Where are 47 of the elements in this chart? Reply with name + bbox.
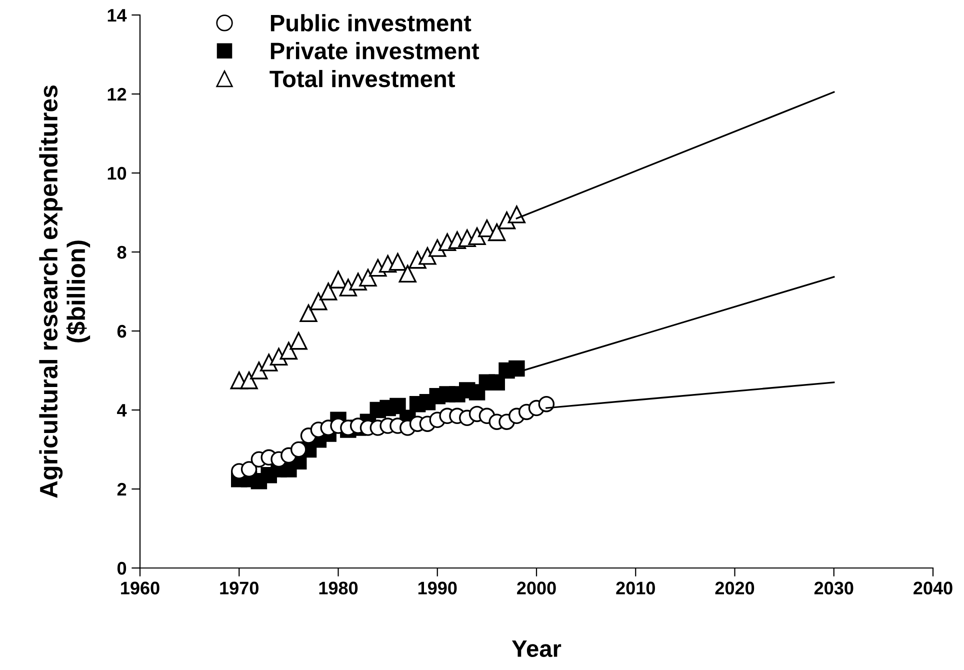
x-tick-label: 1970 bbox=[220, 582, 258, 594]
point bbox=[428, 239, 446, 257]
point bbox=[508, 206, 526, 224]
y-tick-label: 14 bbox=[108, 9, 127, 22]
point bbox=[418, 247, 436, 265]
point bbox=[390, 398, 406, 414]
legend-label: Public investment bbox=[270, 14, 472, 32]
x-tick-label: 2030 bbox=[814, 582, 854, 594]
y-tick-label: 12 bbox=[108, 88, 126, 101]
y-tick-label: 2 bbox=[117, 482, 126, 496]
point bbox=[320, 282, 338, 300]
point bbox=[329, 270, 348, 288]
point bbox=[538, 396, 555, 412]
point bbox=[260, 354, 278, 372]
x-tick-label: 2000 bbox=[517, 582, 556, 594]
point bbox=[508, 360, 525, 377]
legend-label: Private investment bbox=[270, 42, 480, 60]
point bbox=[240, 461, 258, 478]
x-tick-label: 2020 bbox=[715, 582, 754, 594]
point bbox=[468, 227, 486, 246]
point bbox=[398, 264, 416, 283]
point bbox=[359, 268, 377, 286]
x-axis-title: Year bbox=[512, 640, 562, 658]
point bbox=[290, 332, 308, 350]
point bbox=[339, 278, 357, 296]
point bbox=[310, 292, 328, 310]
point bbox=[488, 374, 505, 390]
x-tick-label: 1980 bbox=[319, 582, 358, 594]
point bbox=[280, 342, 298, 360]
point bbox=[270, 348, 288, 366]
y-tick-label: 4 bbox=[117, 404, 127, 417]
point bbox=[250, 362, 268, 380]
x-tick-label: 1960 bbox=[121, 582, 160, 594]
point bbox=[388, 253, 407, 271]
y-tick-label: 0 bbox=[117, 562, 126, 575]
point bbox=[300, 304, 318, 322]
y-tick-label: 6 bbox=[117, 324, 126, 338]
y-tick-label: 10 bbox=[108, 166, 126, 180]
x-tick-label: 1990 bbox=[418, 582, 457, 594]
point bbox=[240, 372, 258, 390]
point bbox=[488, 223, 506, 242]
y-axis-title: Agricultural research expenditures ($billion) bbox=[39, 85, 90, 498]
legend-label: Total investment bbox=[270, 70, 455, 88]
x-tick-label: 2010 bbox=[616, 582, 655, 594]
point bbox=[290, 441, 307, 458]
y-tick-label: 8 bbox=[117, 246, 126, 259]
x-tick-label: 2040 bbox=[914, 582, 952, 594]
